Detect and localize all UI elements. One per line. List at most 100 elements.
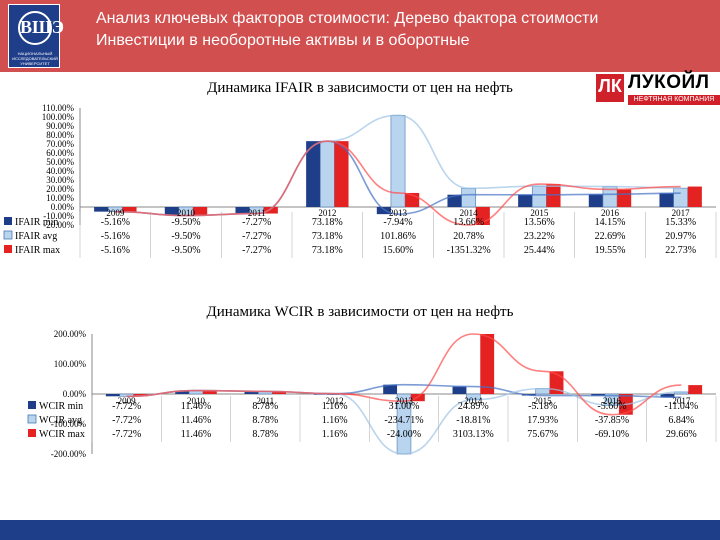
ifair-ytick-label: 40.00% — [46, 166, 74, 176]
ifair-category-label: 2016 — [601, 208, 620, 218]
ifair-data-label: 101.86% — [380, 231, 416, 242]
wcir-category-label: 2014 — [464, 396, 483, 406]
ifair-bar — [687, 186, 702, 207]
wcir-legend-label: WCIR min — [39, 401, 83, 412]
wcir-data-label: -5.60% — [597, 401, 626, 412]
slide-title: Анализ ключевых факторов стоимости: Дере… — [96, 8, 598, 52]
ifair-bar — [447, 194, 462, 207]
ifair-bar — [659, 193, 674, 207]
wcir-legend-label: WCIR max — [39, 429, 85, 440]
ifair-data-label: 73.18% — [312, 217, 343, 228]
wcir-data-label: -7.72% — [112, 415, 141, 426]
wcir-trend-line — [126, 333, 682, 416]
ifair-data-label: 19.55% — [595, 245, 626, 256]
ifair-data-label: -1351.32% — [447, 245, 491, 256]
lukoil-mark-icon: ЛК — [596, 74, 624, 102]
ifair-bar — [588, 194, 603, 207]
ifair-category-label: 2014 — [460, 208, 479, 218]
chart2-title: Динамика WCIR в зависимости от цен на не… — [206, 304, 514, 320]
wcir-category-label: 2016 — [603, 396, 622, 406]
wcir-data-label: 24.89% — [458, 401, 489, 412]
ifair-ytick-label: 90.00% — [46, 121, 74, 131]
wcir-data-label: -7.72% — [112, 401, 141, 412]
logo-caption: НАЦИОНАЛЬНЫЙ ИССЛЕДОВАТЕЛЬСКИЙ УНИВЕРСИТ… — [12, 51, 58, 66]
ifair-data-label: 13.56% — [524, 217, 555, 228]
ifair-chart: 110.00%100.00%90.00%80.00%70.00%60.00%50… — [3, 103, 717, 258]
ifair-category-label: 2015 — [530, 208, 549, 218]
ifair-data-label: 25.44% — [524, 245, 555, 256]
ifair-trend-line — [115, 140, 681, 226]
ifair-bar — [94, 207, 109, 212]
ifair-ytick-label: 70.00% — [46, 139, 74, 149]
logo-letters: ВШЭ — [20, 17, 64, 37]
ifair-data-label: -9.50% — [171, 231, 200, 242]
wcir-category-label: 2013 — [395, 396, 414, 406]
slide-title-line1: Анализ ключевых факторов стоимости: Дере… — [96, 10, 599, 27]
wcir-data-label: -69.10% — [595, 429, 629, 440]
wcir-bar — [660, 394, 675, 398]
ifair-bar — [306, 141, 321, 207]
ifair-ytick-label: 110.00% — [42, 103, 74, 113]
ifair-ytick-label: 30.00% — [46, 175, 74, 185]
wcir-bar — [480, 334, 495, 394]
ifair-data-label: 73.18% — [312, 245, 343, 256]
ifair-bar — [319, 140, 335, 208]
wcir-bar — [452, 386, 467, 394]
wcir-data-label: 31.00% — [389, 401, 420, 412]
ifair-ytick-label: 20.00% — [46, 184, 74, 194]
wcir-data-label: -18.81% — [456, 415, 490, 426]
wcir-data-label: 8.78% — [252, 401, 278, 412]
ifair-legend-swatch — [4, 245, 12, 253]
chart1-title: Динамика IFAIR в зависимости от цен на н… — [207, 80, 513, 96]
ifair-bar — [531, 185, 547, 208]
university-logo: ВШЭ НАЦИОНАЛЬНЫЙ ИССЛЕДОВАТЕЛЬСКИЙ УНИВЕ… — [8, 4, 64, 68]
ifair-ytick-label: 0.00% — [51, 202, 75, 212]
ifair-bar — [461, 187, 477, 208]
ifair-data-label: -7.94% — [383, 217, 412, 228]
ifair-ytick-label: 100.00% — [42, 112, 75, 122]
ifair-ytick-label: 80.00% — [46, 130, 74, 140]
ifair-data-label: 13.66% — [453, 217, 484, 228]
ifair-ytick-label: 10.00% — [46, 193, 74, 203]
ifair-ytick-label: -10.00% — [43, 211, 74, 221]
wcir-data-label: 3103.13% — [453, 429, 494, 440]
ifair-ytick-label: -20.00% — [43, 220, 74, 230]
ifair-bar — [164, 207, 179, 216]
wcir-data-label: -5.18% — [528, 401, 557, 412]
ifair-data-label: -7.27% — [242, 217, 271, 228]
ifair-data-label: -5.16% — [101, 231, 130, 242]
wcir-category-label: 2011 — [256, 396, 274, 406]
ifair-data-label: -7.27% — [242, 231, 271, 242]
wcir-ytick-label: -100.00% — [51, 419, 87, 429]
wcir-data-label: 1.16% — [322, 401, 348, 412]
ifair-legend-label: IFAIR min — [15, 217, 58, 228]
wcir-legend-label: WCIR avg — [39, 415, 82, 426]
wcir-bar — [383, 384, 398, 394]
wcir-legend-swatch — [27, 414, 37, 424]
wcir-category-label: 2015 — [534, 396, 553, 406]
wcir-legend-swatch — [28, 429, 36, 437]
wcir-category-label: 2010 — [187, 396, 206, 406]
wcir-data-label: 75.67% — [527, 429, 558, 440]
wcir-data-label: 11.46% — [181, 401, 211, 412]
ifair-ytick-label: 50.00% — [46, 157, 74, 167]
ifair-bar — [263, 207, 278, 214]
ifair-category-label: 2009 — [106, 208, 125, 218]
wcir-data-label: 6.84% — [668, 415, 694, 426]
lukoil-logo: ЛК ЛУКОЙЛ НЕФТЯНАЯ КОМПАНИЯ — [596, 72, 720, 108]
ifair-category-label: 2017 — [672, 208, 691, 218]
wcir-data-label: 8.78% — [252, 415, 278, 426]
ifair-data-label: 22.69% — [595, 231, 626, 242]
wcir-bar — [202, 390, 217, 394]
slide-title-line2: Инвестиции в необоротные активы и в обор… — [96, 32, 470, 49]
wcir-data-label: -7.72% — [112, 429, 141, 440]
wcir-bar — [591, 394, 606, 396]
wcir-data-label: -24.00% — [387, 429, 421, 440]
ifair-data-label: -5.16% — [101, 217, 130, 228]
wcir-data-label: -234.71% — [384, 415, 423, 426]
wcir-ytick-label: 0.00% — [63, 389, 87, 399]
wcir-bar — [244, 391, 259, 394]
ifair-data-label: 73.18% — [312, 231, 343, 242]
ifair-bar — [673, 187, 689, 208]
ifair-legend-label: IFAIR max — [15, 245, 60, 256]
